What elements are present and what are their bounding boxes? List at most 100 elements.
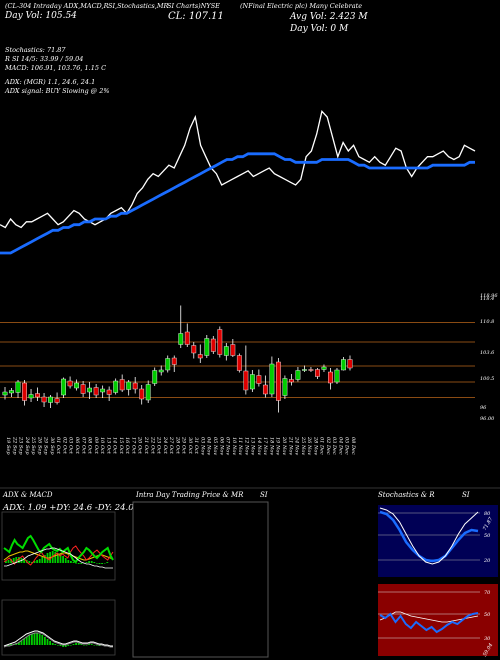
candle-body xyxy=(93,387,99,396)
date-label: 19 Nov xyxy=(275,437,281,455)
candle xyxy=(282,375,288,399)
macd-histogram-bar xyxy=(18,557,20,563)
date-label: 23 Oct xyxy=(156,436,162,455)
date-label: Day Vol: xyxy=(5,11,43,21)
macd-histogram-bar xyxy=(80,563,83,564)
candle-body xyxy=(48,396,53,403)
date-label: 04 Nov xyxy=(206,437,212,455)
date-label: 14 Nov xyxy=(256,437,262,455)
candle-body xyxy=(80,384,86,394)
candle-body xyxy=(15,381,21,393)
date-label: 01 Dec xyxy=(319,437,325,455)
date-label: 20 Oct xyxy=(137,436,143,455)
candle xyxy=(217,326,223,358)
macd-histogram-bar xyxy=(7,560,10,563)
date-label: 25 Sep xyxy=(30,436,36,455)
minus-di-line xyxy=(3,545,114,566)
date-label: 03 Dec xyxy=(331,437,337,455)
candle xyxy=(315,368,320,379)
rsi-smooth-line xyxy=(379,611,479,623)
macd-histogram-bar xyxy=(54,552,57,563)
date-label: 21 Nov xyxy=(287,436,293,455)
candle xyxy=(295,367,301,382)
candle xyxy=(41,393,47,407)
rsi-readout: R SI 14/5: 33.99 / 59.04 xyxy=(5,55,84,63)
candle xyxy=(126,380,132,396)
candle xyxy=(197,344,203,363)
macd-lower-bar xyxy=(70,645,72,646)
candle-body xyxy=(249,374,255,390)
candle xyxy=(15,380,21,398)
header-company: (NFinal Electric plc) Many Celebrate xyxy=(240,2,363,10)
macd-lower-bar xyxy=(23,639,25,645)
macd-histogram-bar xyxy=(93,562,96,563)
candle-body xyxy=(328,371,333,384)
candle-body xyxy=(282,378,288,396)
macd-histogram-bar xyxy=(23,559,25,563)
macd-lower-bar xyxy=(51,643,54,645)
header-line1-mid: SI,Stochastics,MR xyxy=(108,2,169,10)
stoch-panel-title-right: SI xyxy=(462,491,470,499)
date-label: 08 Oct xyxy=(87,437,93,455)
candle-body xyxy=(139,388,145,400)
candle xyxy=(48,395,53,408)
candle xyxy=(165,355,171,373)
macd-lower-bar xyxy=(46,639,49,645)
candle xyxy=(328,368,333,390)
macd-lower-bar xyxy=(93,645,96,646)
rsi-line xyxy=(379,612,479,634)
candle-body xyxy=(119,379,125,391)
date-label: 09 Oct xyxy=(93,437,99,455)
macd-lower-bar xyxy=(96,645,98,646)
date-label: 10 Oct xyxy=(99,437,105,455)
candle-body xyxy=(35,393,40,398)
candle-body xyxy=(191,345,197,354)
candle-body xyxy=(243,370,249,391)
candle xyxy=(67,376,73,389)
date-label: 13 Oct xyxy=(105,437,111,455)
macd-lower-bar xyxy=(10,644,12,645)
candle xyxy=(113,378,119,395)
candle-body xyxy=(67,380,73,387)
mrsi-panel-title-left: Intra Day Trading Price & MR xyxy=(136,491,244,499)
date-label: 16 Oct xyxy=(124,437,130,455)
candle xyxy=(35,387,40,401)
candle xyxy=(289,374,294,386)
candle xyxy=(184,323,190,347)
rsi-scale-label: 30 xyxy=(484,636,491,642)
macd-lower-bar xyxy=(59,645,62,646)
macd-lower-bar xyxy=(88,644,90,645)
candle-body xyxy=(87,387,93,393)
macd-histogram-bar xyxy=(85,562,88,563)
candle xyxy=(158,365,164,376)
date-label: 28 Nov xyxy=(312,436,318,455)
date-label: 21 Oct xyxy=(143,436,149,455)
candle xyxy=(191,342,197,359)
candle xyxy=(74,379,80,391)
candle xyxy=(262,375,268,398)
adx-panel-title: ADX & MACD xyxy=(3,491,53,499)
macd-lower-bar xyxy=(75,643,77,645)
stochastic-scale-label: 80 xyxy=(484,511,491,517)
candle-body xyxy=(289,379,294,383)
macd-histogram-bar xyxy=(77,563,80,564)
candle xyxy=(178,305,184,348)
price-label: 110.8 xyxy=(480,319,495,325)
candle xyxy=(2,387,8,400)
candle-body xyxy=(295,370,301,380)
macd-lower-bar xyxy=(54,644,57,645)
mrsi-panel-frame xyxy=(132,501,269,658)
date-label: 17 Nov xyxy=(262,437,268,455)
macd-lower-bar xyxy=(7,645,10,646)
moving-average-line xyxy=(0,152,475,255)
candle-body xyxy=(308,369,314,371)
candle-body xyxy=(262,384,268,395)
header-date: Day Vol: 105.54 xyxy=(5,11,77,21)
macd-histogram-bar xyxy=(57,553,59,563)
candle-body xyxy=(223,346,229,356)
candle-body xyxy=(171,357,177,365)
macd-lower-bar xyxy=(83,645,85,646)
macd-histogram-bar xyxy=(10,559,12,563)
date-label: 06 Nov xyxy=(218,437,224,455)
candle xyxy=(321,364,327,372)
